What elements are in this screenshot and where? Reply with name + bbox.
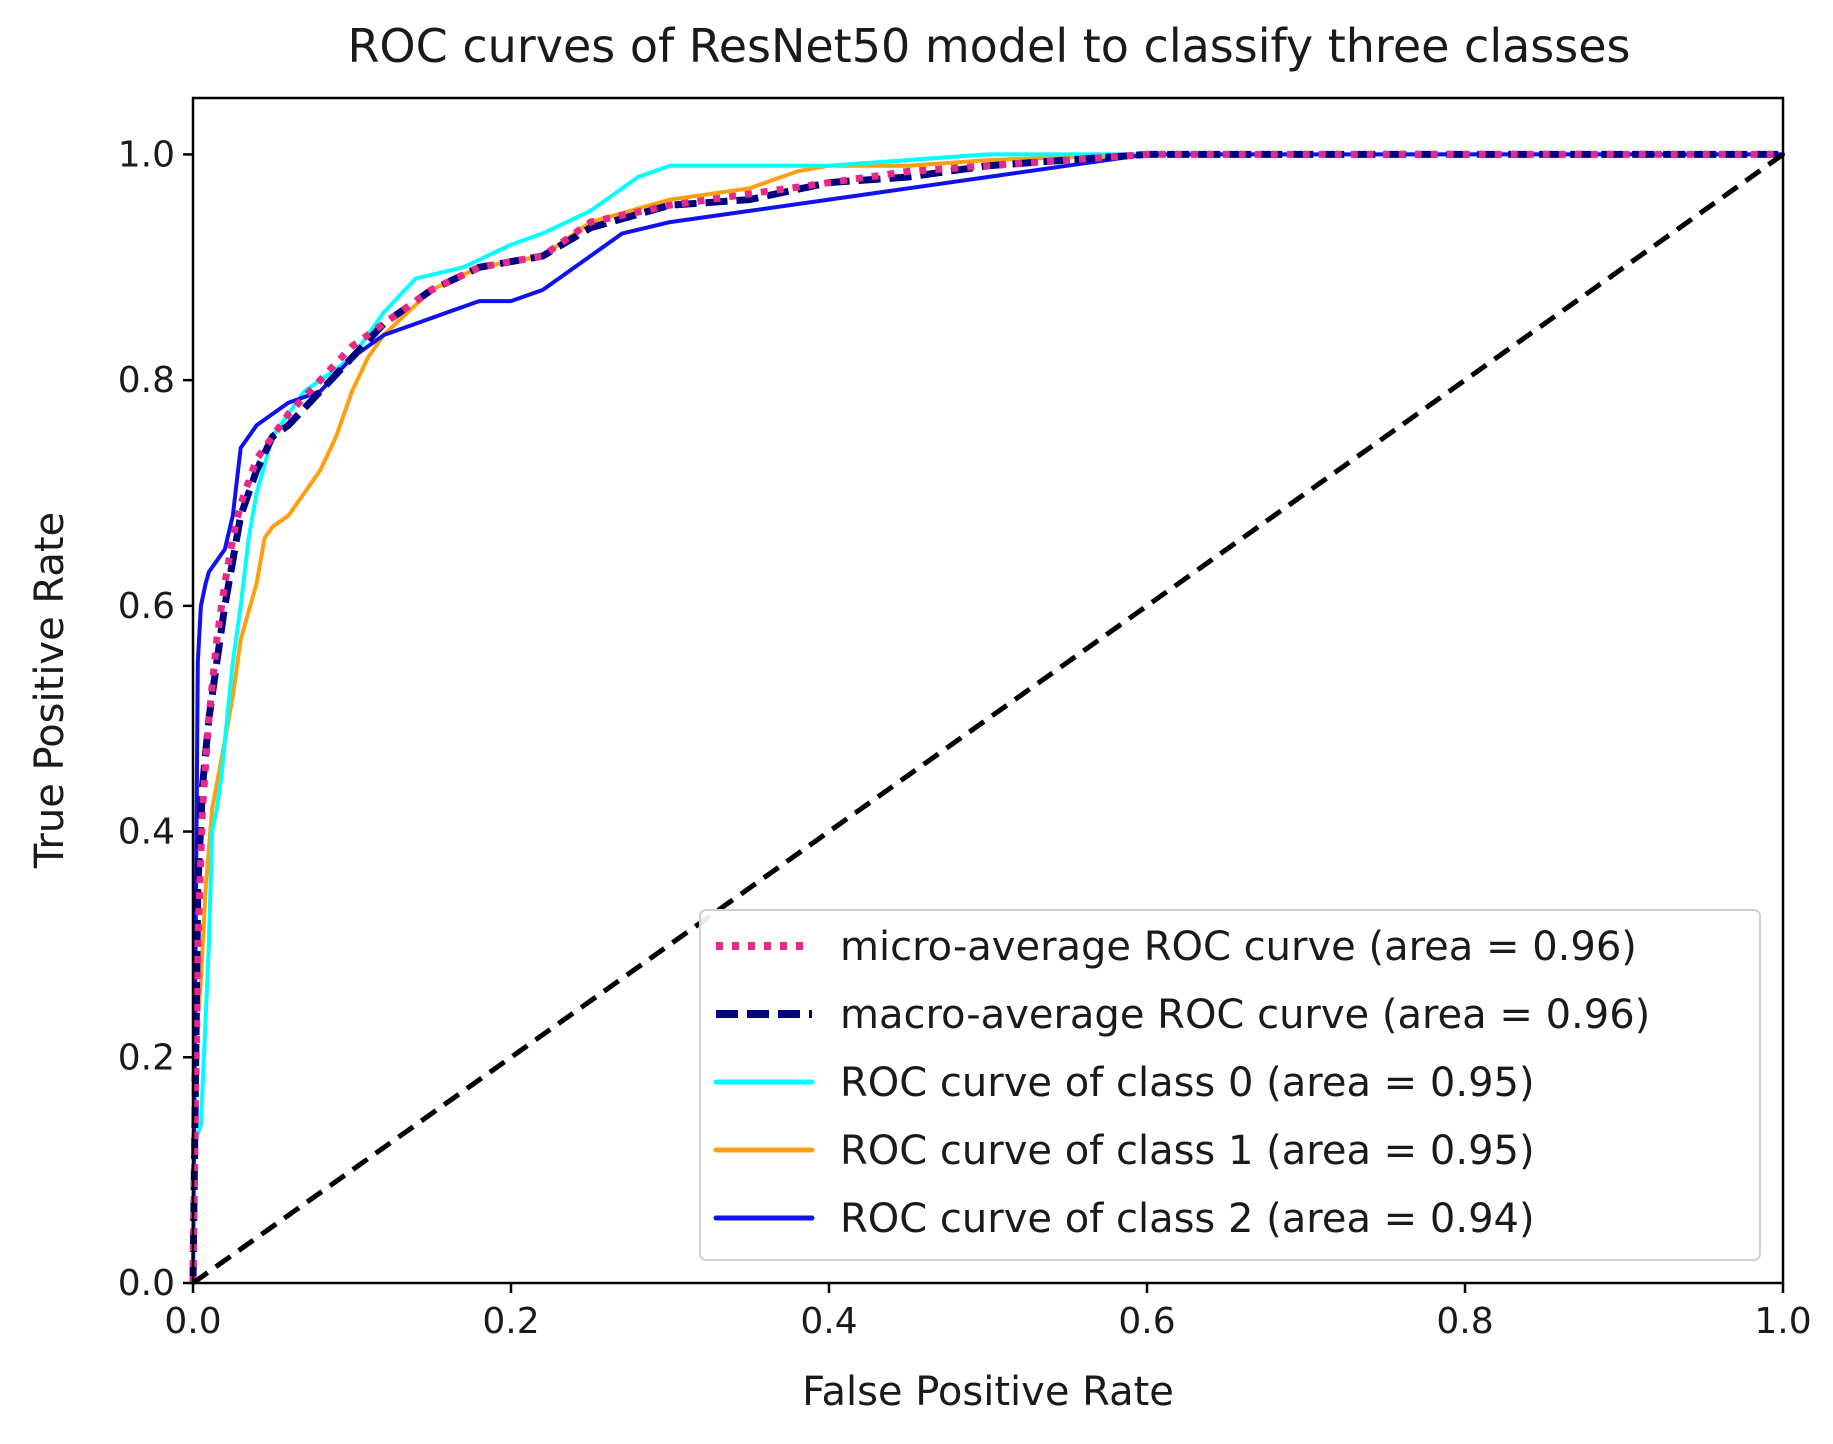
legend-label-micro: micro-average ROC curve (area = 0.96) — [840, 924, 1637, 970]
legend: micro-average ROC curve (area = 0.96) mac… — [699, 909, 1761, 1261]
y-tick-label: 0.4 — [118, 812, 175, 853]
series-layer — [189, 150, 1785, 1286]
legend-label-class2: ROC curve of class 2 (area = 0.94) — [840, 1196, 1535, 1242]
x-tick-label: 0.8 — [1436, 1301, 1493, 1342]
series-line-class2 — [191, 152, 1785, 1285]
y-tick-label: 0.8 — [118, 360, 175, 401]
x-tick-label: 0.6 — [1118, 1301, 1175, 1342]
x-axis-label: False Positive Rate — [802, 1369, 1174, 1415]
y-axis-label: True Positive Rate — [27, 512, 73, 869]
y-tick-label: 0.0 — [118, 1263, 175, 1304]
y-tick-label: 0.6 — [118, 586, 175, 627]
legend-box — [699, 909, 1761, 1261]
y-tick-label: 0.2 — [118, 1037, 175, 1078]
legend-label-class1: ROC curve of class 1 (area = 0.95) — [840, 1128, 1535, 1174]
series-line-chance — [191, 152, 1785, 1286]
series-line-micro — [189, 150, 1783, 1284]
x-tick-label: 0.4 — [800, 1301, 857, 1342]
y-tick-label: 1.0 — [118, 134, 175, 175]
x-tick-label: 1.0 — [1754, 1301, 1811, 1342]
series-line-macro — [189, 150, 1783, 1284]
legend-entries: micro-average ROC curve (area = 0.96) mac… — [713, 924, 1650, 1242]
plot-frame — [191, 96, 1785, 1285]
chart-title: ROC curves of ResNet50 model to classify… — [347, 19, 1630, 73]
legend-label-macro: macro-average ROC curve (area = 0.96) — [840, 992, 1650, 1038]
x-tick-label: 0.2 — [482, 1301, 539, 1342]
legend-label-class0: ROC curve of class 0 (area = 0.95) — [840, 1060, 1535, 1106]
series-line-class1 — [191, 152, 1785, 1082]
x-tick-label: 0.0 — [164, 1301, 221, 1342]
ticks-layer: 0.0 0.2 0.4 0.6 0.8 1.0 0.0 0.2 0.4 0.6 0.8 1.0 — [118, 134, 1812, 1342]
